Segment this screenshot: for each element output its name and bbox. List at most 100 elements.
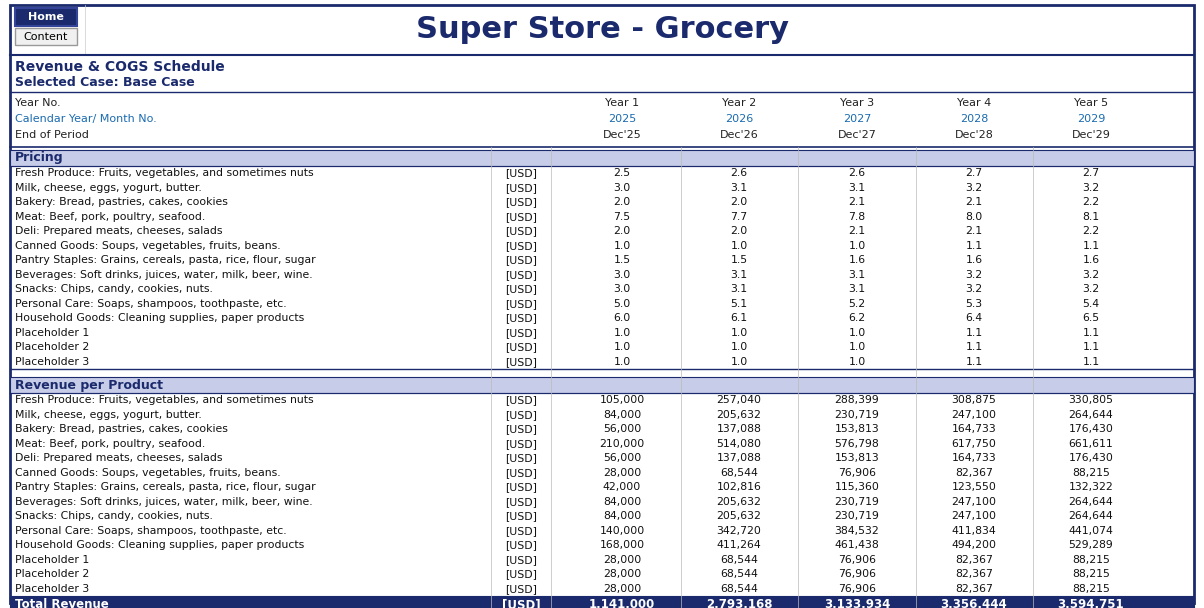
Text: 264,644: 264,644 [1069, 497, 1114, 506]
Text: 82,367: 82,367 [955, 468, 993, 478]
Text: 210,000: 210,000 [600, 439, 644, 449]
Text: 68,544: 68,544 [720, 569, 759, 579]
Text: 3.0: 3.0 [613, 285, 631, 294]
Text: 76,906: 76,906 [838, 569, 877, 579]
Text: 3.2: 3.2 [1082, 183, 1099, 193]
Text: [USD]: [USD] [504, 299, 537, 309]
Text: 2026: 2026 [725, 114, 754, 124]
Text: 84,000: 84,000 [603, 497, 641, 506]
Text: Beverages: Soft drinks, juices, water, milk, beer, wine.: Beverages: Soft drinks, juices, water, m… [14, 497, 313, 506]
Text: 1.6: 1.6 [1082, 255, 1099, 265]
Text: 88,215: 88,215 [1072, 584, 1110, 594]
Text: Bakery: Bread, pastries, cakes, cookies: Bakery: Bread, pastries, cakes, cookies [14, 424, 228, 434]
Text: 68,544: 68,544 [720, 468, 759, 478]
Text: 2027: 2027 [843, 114, 872, 124]
Text: Meat: Beef, pork, poultry, seafood.: Meat: Beef, pork, poultry, seafood. [14, 439, 205, 449]
Text: Revenue & COGS Schedule: Revenue & COGS Schedule [14, 60, 225, 74]
Text: [USD]: [USD] [504, 511, 537, 521]
Text: Snacks: Chips, candy, cookies, nuts.: Snacks: Chips, candy, cookies, nuts. [14, 511, 213, 521]
Text: Personal Care: Soaps, shampoos, toothpaste, etc.: Personal Care: Soaps, shampoos, toothpas… [14, 299, 287, 309]
Text: 2.5: 2.5 [613, 168, 631, 178]
Text: 2025: 2025 [608, 114, 636, 124]
Text: 3.1: 3.1 [731, 183, 748, 193]
Text: 3.0: 3.0 [613, 183, 631, 193]
Text: 288,399: 288,399 [834, 395, 879, 406]
Text: 264,644: 264,644 [1069, 410, 1114, 420]
Text: [USD]: [USD] [504, 584, 537, 594]
Text: 76,906: 76,906 [838, 554, 877, 565]
Text: 88,215: 88,215 [1072, 554, 1110, 565]
Text: Meat: Beef, pork, poultry, seafood.: Meat: Beef, pork, poultry, seafood. [14, 212, 205, 222]
Text: 76,906: 76,906 [838, 468, 877, 478]
Text: Snacks: Chips, candy, cookies, nuts.: Snacks: Chips, candy, cookies, nuts. [14, 285, 213, 294]
Text: Pantry Staples: Grains, cereals, pasta, rice, flour, sugar: Pantry Staples: Grains, cereals, pasta, … [14, 255, 315, 265]
Text: 342,720: 342,720 [716, 526, 761, 536]
Text: 1.0: 1.0 [613, 241, 631, 250]
Text: Placeholder 1: Placeholder 1 [14, 554, 89, 565]
Text: 153,813: 153,813 [834, 453, 879, 463]
Text: 82,367: 82,367 [955, 554, 993, 565]
Text: Revenue per Product: Revenue per Product [14, 379, 163, 392]
Text: 2.0: 2.0 [613, 226, 631, 237]
Text: Year 5: Year 5 [1074, 98, 1108, 108]
Text: Dec'27: Dec'27 [838, 130, 877, 140]
Text: 441,074: 441,074 [1069, 526, 1114, 536]
Text: Year 1: Year 1 [604, 98, 639, 108]
Text: Milk, cheese, eggs, yogurt, butter.: Milk, cheese, eggs, yogurt, butter. [14, 410, 202, 420]
Text: Dec'28: Dec'28 [955, 130, 993, 140]
Text: Beverages: Soft drinks, juices, water, milk, beer, wine.: Beverages: Soft drinks, juices, water, m… [14, 270, 313, 280]
Text: 3,133,934: 3,133,934 [824, 598, 890, 608]
Text: 2.0: 2.0 [613, 197, 631, 207]
Text: 68,544: 68,544 [720, 554, 759, 565]
Text: 1.1: 1.1 [1082, 357, 1099, 367]
Text: 3.1: 3.1 [849, 285, 866, 294]
Text: Dec'25: Dec'25 [603, 130, 642, 140]
Text: [USD]: [USD] [504, 255, 537, 265]
Text: [USD]: [USD] [504, 453, 537, 463]
Text: 28,000: 28,000 [603, 584, 641, 594]
Text: 384,532: 384,532 [834, 526, 879, 536]
Bar [10, 150, 1194, 166]
Text: 3.2: 3.2 [1082, 270, 1099, 280]
Text: [USD]: [USD] [504, 468, 537, 478]
Text: 308,875: 308,875 [951, 395, 997, 406]
Text: 3.2: 3.2 [1082, 285, 1099, 294]
Text: 1.1: 1.1 [966, 241, 982, 250]
Text: 132,322: 132,322 [1069, 482, 1114, 492]
Text: 7.5: 7.5 [613, 212, 631, 222]
Text: 164,733: 164,733 [951, 424, 997, 434]
Text: [USD]: [USD] [504, 241, 537, 250]
Text: Fresh Produce: Fruits, vegetables, and sometimes nuts: Fresh Produce: Fruits, vegetables, and s… [14, 395, 313, 406]
Text: 2.6: 2.6 [849, 168, 866, 178]
Text: 330,805: 330,805 [1068, 395, 1114, 406]
Text: 661,611: 661,611 [1069, 439, 1114, 449]
Text: 68,544: 68,544 [720, 584, 759, 594]
Text: [USD]: [USD] [504, 342, 537, 352]
Text: [USD]: [USD] [504, 541, 537, 550]
Text: Pricing: Pricing [14, 151, 64, 165]
Text: 7.7: 7.7 [731, 212, 748, 222]
Text: 2.0: 2.0 [731, 226, 748, 237]
Text: 88,215: 88,215 [1072, 468, 1110, 478]
Text: [USD]: [USD] [502, 598, 541, 608]
Text: Total Revenue: Total Revenue [14, 598, 108, 608]
Text: 1.0: 1.0 [613, 328, 631, 338]
Text: 88,215: 88,215 [1072, 569, 1110, 579]
Text: 102,816: 102,816 [716, 482, 761, 492]
Text: 1,141,000: 1,141,000 [589, 598, 655, 608]
Text: End of Period: End of Period [14, 130, 89, 140]
Text: 2.7: 2.7 [1082, 168, 1099, 178]
Text: Household Goods: Cleaning supplies, paper products: Household Goods: Cleaning supplies, pape… [14, 313, 305, 323]
Text: 247,100: 247,100 [951, 497, 997, 506]
Text: 411,834: 411,834 [951, 526, 997, 536]
Text: 411,264: 411,264 [716, 541, 761, 550]
Text: 176,430: 176,430 [1069, 453, 1114, 463]
Text: Selected Case: Base Case: Selected Case: Base Case [14, 77, 195, 89]
Text: 2.2: 2.2 [1082, 197, 1099, 207]
Text: 2.1: 2.1 [966, 197, 982, 207]
Text: 5.2: 5.2 [849, 299, 866, 309]
Text: 2.0: 2.0 [731, 197, 748, 207]
Text: [USD]: [USD] [504, 212, 537, 222]
Text: 205,632: 205,632 [716, 410, 761, 420]
Text: 137,088: 137,088 [716, 453, 761, 463]
